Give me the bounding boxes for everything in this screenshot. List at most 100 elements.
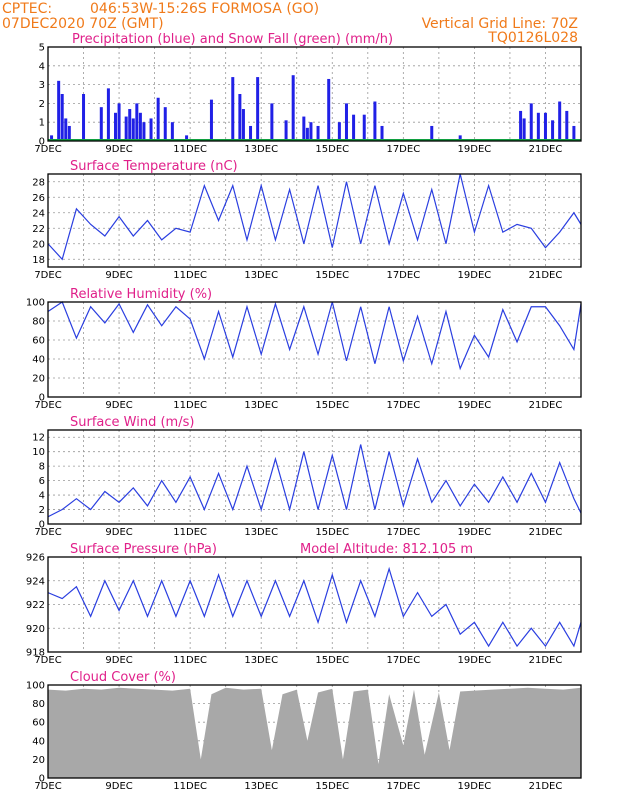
- x-tick-label: 21DEC: [529, 144, 563, 155]
- precip-bar: [256, 77, 260, 141]
- panel-title: Surface Pressure (hPa): [70, 542, 217, 557]
- x-tick-label: 13DEC: [244, 527, 278, 538]
- series-line: [47, 566, 582, 648]
- x-tick-label: 19DEC: [458, 781, 492, 792]
- y-tick-label: 20: [32, 755, 45, 766]
- y-tick-label: 0: [39, 520, 45, 531]
- y-tick-label: 8: [39, 462, 45, 473]
- precip-bar: [572, 125, 576, 141]
- plot-frame: [47, 173, 582, 268]
- x-tick-label: 7DEC: [34, 270, 61, 281]
- header-grid-note: Vertical Grid Line: 70Z: [422, 16, 578, 32]
- precip-bar: [124, 116, 128, 141]
- y-tick-label: 40: [32, 355, 45, 366]
- precip-bar: [50, 135, 54, 141]
- y-tick-label: 80: [32, 317, 45, 328]
- x-tick-label: 17DEC: [386, 400, 420, 411]
- precip-bar: [529, 103, 533, 141]
- y-tick-label: 918: [26, 648, 45, 659]
- precip-bar: [536, 112, 540, 141]
- precip-bar: [170, 122, 174, 141]
- x-tick-label: 7DEC: [34, 527, 61, 538]
- x-tick-label: 13DEC: [244, 781, 278, 792]
- precip-bar: [291, 75, 295, 141]
- y-tick-label: 100: [26, 298, 45, 309]
- x-tick-label: 9DEC: [105, 400, 132, 411]
- header-code: TQ0126L028: [487, 30, 578, 46]
- precip-bar: [114, 112, 118, 141]
- x-tick-label: 17DEC: [386, 144, 420, 155]
- y-tick-label: 926: [26, 553, 45, 564]
- x-tick-label: 15DEC: [315, 527, 349, 538]
- y-tick-label: 0: [39, 774, 45, 785]
- precip-bar: [565, 110, 569, 141]
- y-tick-label: 1: [39, 118, 45, 129]
- plot-frame: [47, 301, 582, 398]
- precip-bar: [142, 122, 146, 141]
- precip-bar: [519, 110, 523, 141]
- precip-bar: [327, 78, 331, 141]
- x-tick-label: 15DEC: [315, 144, 349, 155]
- precip-bar: [302, 116, 306, 141]
- precip-bar: [284, 120, 288, 141]
- x-tick-label: 13DEC: [244, 270, 278, 281]
- cloud-area: [48, 687, 581, 778]
- y-tick-label: 80: [32, 699, 45, 710]
- plot-frame: [47, 46, 582, 142]
- x-tick-label: 21DEC: [529, 527, 563, 538]
- precip-bar: [558, 101, 562, 141]
- x-tick-label: 11DEC: [173, 144, 207, 155]
- y-tick-label: 0: [39, 137, 45, 148]
- precip-bar: [362, 114, 366, 141]
- panel-title: Cloud Cover (%): [70, 670, 176, 685]
- x-tick-label: 11DEC: [173, 655, 207, 666]
- x-tick-label: 21DEC: [529, 655, 563, 666]
- x-tick-label: 11DEC: [173, 527, 207, 538]
- y-tick-label: 100: [26, 681, 45, 692]
- precip-bar: [344, 103, 348, 141]
- x-tick-label: 11DEC: [173, 400, 207, 411]
- y-tick-label: 20: [32, 374, 45, 385]
- y-tick-label: 12: [32, 433, 45, 444]
- panel-4: 0 2 4 6 8 10 12 7DEC 9DEC 11DEC 13DEC 15DEC 17DEC 19D…: [32, 415, 582, 538]
- precip-bar: [64, 118, 68, 141]
- y-tick-label: 0: [39, 393, 45, 404]
- y-tick-label: 924: [26, 576, 45, 587]
- precip-bar: [551, 120, 555, 141]
- x-tick-label: 9DEC: [105, 655, 132, 666]
- precip-bar: [131, 118, 135, 141]
- precip-bar: [82, 94, 86, 141]
- precip-bar: [209, 99, 213, 141]
- panel-title: Surface Wind (m/s): [70, 415, 194, 430]
- y-tick-label: 4: [39, 491, 45, 502]
- header: CPTEC: 046:53W-15:26S FORMOSA (GO) 07DEC…: [2, 1, 578, 46]
- y-tick-label: 22: [32, 224, 45, 235]
- x-tick-label: 9DEC: [105, 527, 132, 538]
- precip-bar: [57, 80, 61, 141]
- y-tick-label: 28: [32, 177, 45, 188]
- precip-bar: [352, 114, 356, 141]
- y-tick-label: 20: [32, 239, 45, 250]
- x-tick-label: 21DEC: [529, 400, 563, 411]
- precip-bar: [185, 135, 189, 141]
- y-tick-label: 60: [32, 336, 45, 347]
- x-tick-label: 19DEC: [458, 655, 492, 666]
- precip-bar: [106, 88, 110, 141]
- x-tick-label: 19DEC: [458, 400, 492, 411]
- x-tick-label: 17DEC: [386, 270, 420, 281]
- plot-frame: [47, 684, 582, 779]
- plot-frame: [47, 429, 582, 525]
- panel-2: 18 20 22 24 26 28 7DEC 9DEC 11DEC 13DEC 15DEC 17DEC…: [32, 159, 582, 281]
- x-tick-label: 17DEC: [386, 527, 420, 538]
- series-line: [47, 173, 582, 261]
- x-tick-label: 9DEC: [105, 270, 132, 281]
- x-tick-label: 13DEC: [244, 400, 278, 411]
- panel-title: Precipitation (blue) and Snow Fall (gree…: [72, 32, 393, 47]
- precip-bar: [60, 94, 64, 141]
- x-tick-label: 19DEC: [458, 270, 492, 281]
- x-tick-label: 17DEC: [386, 655, 420, 666]
- y-tick-label: 2: [39, 505, 45, 516]
- panel-1: 0 1 2 3 4 5 7DEC 9DEC 11DEC 13DEC 15DEC 17DEC 19DEC 2…: [34, 32, 582, 155]
- header-run: 07DEC2020 70Z (GMT): [2, 16, 164, 32]
